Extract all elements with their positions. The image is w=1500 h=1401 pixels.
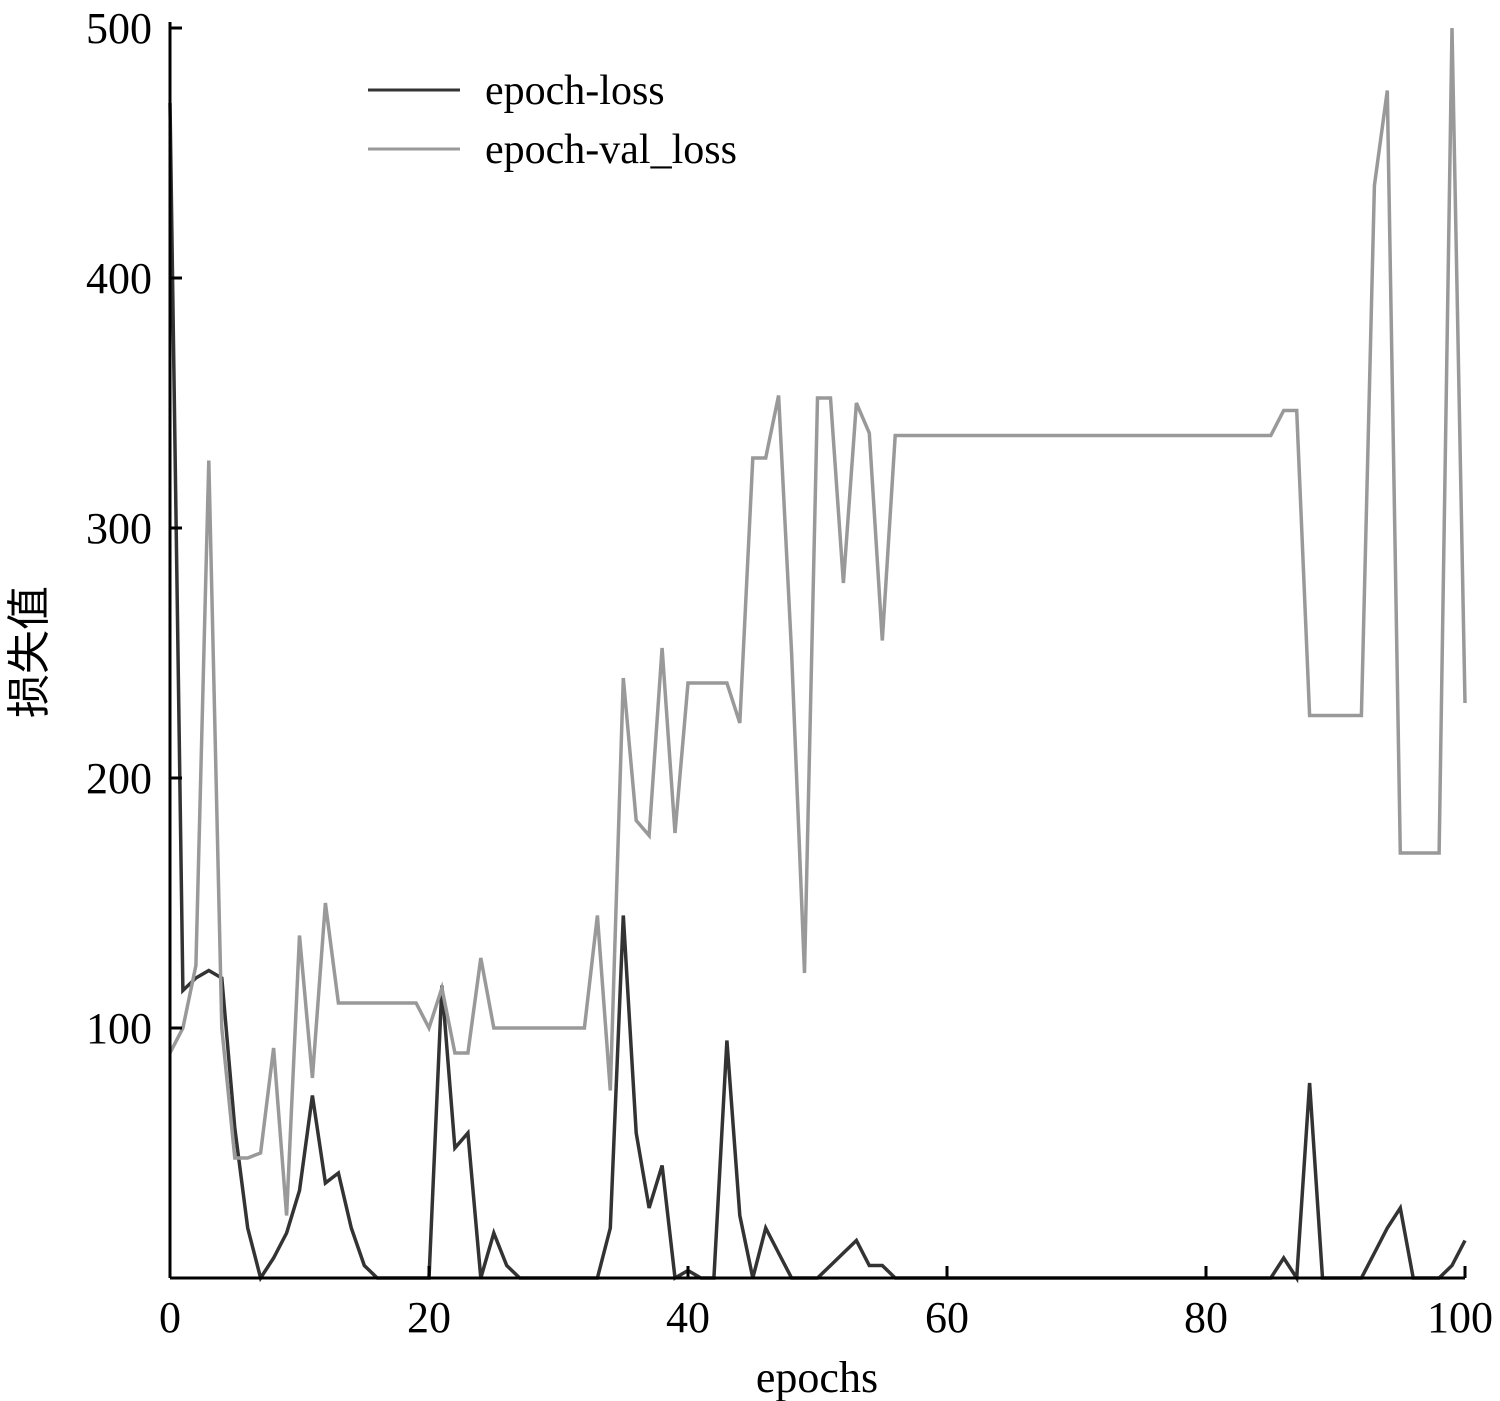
series-line-epoch-loss [168, 102, 1467, 1284]
legend-label-epoch-val-loss: epoch-val_loss [485, 127, 737, 173]
y-tick-label: 300 [86, 504, 152, 553]
x-tick-label: 80 [1184, 1293, 1228, 1342]
x-tick-label: 100 [1427, 1293, 1493, 1342]
y-tick-label: 100 [86, 1004, 152, 1053]
x-axis-title: epochs [756, 1353, 878, 1401]
y-tick-label: 400 [86, 254, 152, 303]
axes [168, 22, 1465, 1280]
x-tick-label: 0 [159, 1293, 181, 1342]
y-tick-label: 200 [86, 754, 152, 803]
y-axis-title: 损失值 [5, 586, 54, 718]
legend-label-epoch-loss: epoch-loss [485, 68, 665, 114]
x-tick-label: 20 [407, 1293, 451, 1342]
x-tick-label: 60 [925, 1293, 969, 1342]
legend: epoch-loss epoch-val_loss [368, 68, 737, 173]
x-tick-label: 40 [666, 1293, 710, 1342]
y-tick-label: 500 [86, 4, 152, 53]
series-line-epoch-val-loss [168, 27, 1467, 1216]
series-epoch-loss [168, 102, 1467, 1284]
series-epoch-val-loss [168, 27, 1467, 1216]
series-lines [168, 27, 1467, 1284]
ticks: 0 20 40 60 80 100 100 200 300 400 500 [86, 4, 1493, 1342]
